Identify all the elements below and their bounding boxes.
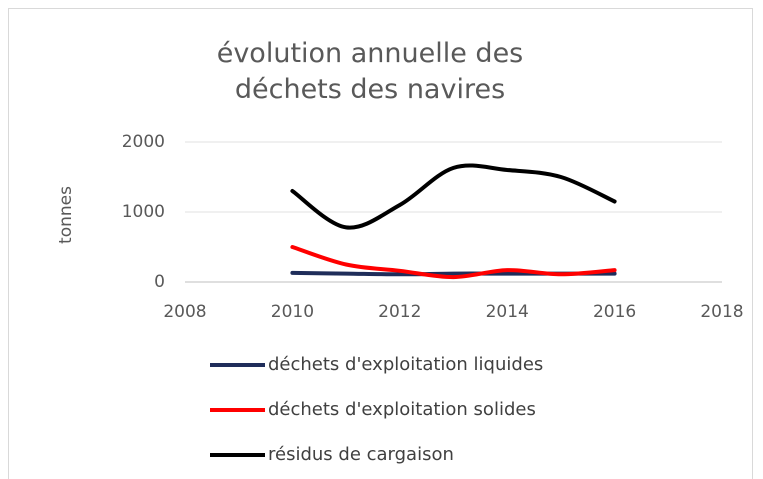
y-axis-label: tonnes: [56, 186, 76, 244]
chart-title: évolution annuelle des déchets des navir…: [216, 38, 524, 105]
x-tick-label: 2008: [163, 302, 206, 322]
y-tick-label: 1000: [122, 202, 165, 222]
legend-label: résidus de cargaison: [268, 444, 454, 465]
x-tick-label: 2012: [378, 302, 421, 322]
line: [290, 163, 617, 230]
y-tick-label: 0: [154, 272, 165, 292]
chart-frame: [8, 8, 753, 479]
y-tick-label: 2000: [122, 132, 165, 152]
legend-label: déchets d'exploitation liquides: [268, 354, 543, 375]
x-tick-label: 2016: [593, 302, 636, 322]
legend-label: déchets d'exploitation solides: [268, 399, 536, 420]
x-tick-label: 2014: [486, 302, 529, 322]
line: [290, 245, 617, 280]
x-tick-label: 2018: [700, 302, 743, 322]
x-tick-label: 2010: [271, 302, 314, 322]
